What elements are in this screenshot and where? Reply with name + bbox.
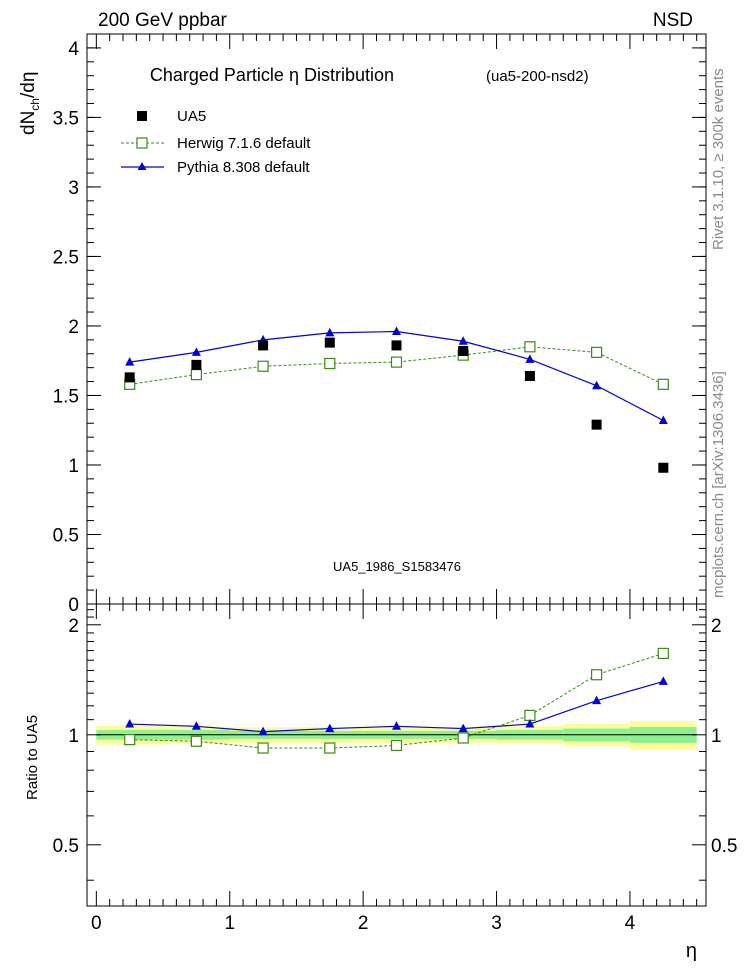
legend-label-ua5: UA5 [177,108,206,125]
herwig-point [657,378,669,390]
energy-label: 200 GeV ppbar [98,10,228,31]
pythia-point [325,327,335,337]
y-tick-label: 0 [68,595,79,616]
pythia-point [592,380,602,390]
process-label: NSD [653,10,693,31]
ratio-herwig-point [124,734,136,746]
rivet-label: Rivet 3.1.10, ≥ 300k events [710,68,727,250]
y-tick-label: 3 [68,178,79,199]
legend: UA5 Herwig 7.1.6 default Pythia 8.308 de… [121,108,311,176]
ratio-y-tick-label-right: 2 [711,616,722,637]
herwig-point [591,346,603,358]
ua5-point [124,372,135,383]
ratio-pythia-point [525,719,535,728]
ratio-herwig-point [657,647,669,660]
ratio-y-tick-label-right: 1 [711,726,722,747]
pythia-point [392,326,401,336]
ua5-point [191,359,202,370]
main-plot-panel: 0 0.5 1 1.5 2 2.5 3 3.5 4 Charged Particle η Dis… [18,33,707,616]
ratio-herwig-point [524,709,536,721]
ratio-pythia-point [458,723,468,733]
y-tick-label: 4 [68,39,79,60]
ratio-pythia-point [125,719,135,728]
ua5-point [391,340,402,351]
ratio-pythia-point [392,721,401,730]
ratio-pythia-point [191,721,201,730]
ratio-plot-ticks: 0.5 0.5 1 1 2 2 0 1 2 3 4 [53,604,737,934]
plot-title: Charged Particle η Distribution [150,65,394,85]
x-tick-label: 1 [224,913,235,934]
x-tick-label: 0 [91,913,102,934]
ratio-herwig-point [257,742,269,754]
y-tick-label: 3.5 [53,108,79,129]
mcplots-label: mcplots.cern.ch [arXiv:1306.3436] [710,371,727,598]
ratio-y-tick-label: 0.5 [53,836,79,857]
herwig-point [324,357,336,370]
legend-marker-ua5 [137,111,147,121]
herwig-point [257,360,269,372]
ua5-point [458,345,469,356]
x-tick-label: 4 [625,913,636,934]
y-tick-label: 2.5 [53,247,79,268]
ratio-herwig-point [324,742,336,754]
legend-label-herwig: Herwig 7.1.6 default [177,135,311,152]
ratio-plot-series [124,647,669,754]
x-axis-label: η [686,940,697,962]
ratio-herwig-point [457,732,469,744]
legend-label-pythia: Pythia 8.308 default [177,159,310,176]
ua5-point [258,340,269,351]
pythia-point [191,347,201,356]
ratio-herwig-point [591,669,603,681]
pythia-point [458,336,468,345]
legend-marker-pythia [137,162,147,170]
y-tick-label: 1 [68,456,79,477]
pythia-point [125,357,135,366]
y-tick-label: 2 [68,317,79,338]
x-tick-label: 2 [358,913,369,934]
ua5-point [524,371,535,381]
y-tick-label: 0.5 [53,525,79,546]
herwig-line [129,346,664,385]
main-plot-series [124,326,669,473]
ratio-y-tick-label: 2 [68,616,79,637]
main-plot-ticks: 0 0.5 1 1.5 2 2.5 3 3.5 4 [53,34,706,616]
ua5-point [658,462,669,473]
y-axis-label: dNch/dη [18,72,42,135]
herwig-point [524,341,536,353]
ua5-point [324,337,335,348]
ratio-plot-frame [86,603,707,907]
ratio-herwig-point [390,739,403,752]
pythia-point [658,415,668,424]
ratio-pythia-point [592,695,602,705]
ratio-pythia-point [258,726,268,736]
ratio-pythia-point [325,723,335,733]
herwig-point [390,356,403,368]
ratio-herwig-point [190,735,202,747]
x-tick-label: 3 [491,913,502,934]
ratio-pythia-point [658,676,668,685]
ratio-y-tick-label-right: 0.5 [711,836,737,857]
ratio-plot-panel: 0.5 0.5 1 1 2 2 0 1 2 3 4 Ratio to UA5 η [24,603,737,962]
plot-subtitle: (ua5-200-nsd2) [486,68,589,85]
pythia-point [525,354,535,363]
legend-marker-herwig [136,137,148,149]
analysis-watermark: UA5_1986_S1583476 [333,559,461,574]
ratio-y-tick-label: 1 [68,726,79,747]
y-tick-label: 1.5 [53,386,79,407]
ratio-y-axis-label: Ratio to UA5 [24,715,41,800]
ua5-point [591,419,602,430]
herwig-point [190,369,202,381]
